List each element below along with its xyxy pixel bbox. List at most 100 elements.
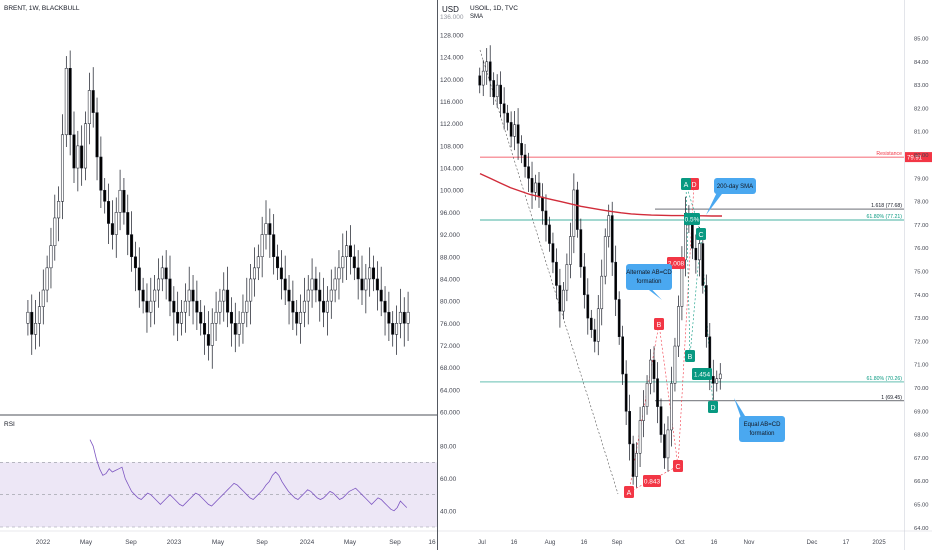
brent-candle-body	[375, 278, 379, 291]
brent-y-tick: 72.000	[440, 343, 460, 350]
brent-candle-body	[84, 123, 88, 169]
brent-candle-body	[391, 323, 395, 335]
brent-y-tick: 76.000	[440, 321, 460, 328]
usoil-candle-body	[663, 434, 666, 459]
callout-text: Equal AB=CD	[744, 422, 782, 428]
green-pattern-ac-line	[685, 183, 702, 235]
brent-x-tick: May	[80, 539, 93, 546]
brent-candle-body	[406, 311, 410, 324]
brent-candle-body	[49, 245, 53, 269]
pattern-point-badge	[689, 178, 699, 190]
brent-candle-body	[352, 256, 356, 269]
brent-candle-body	[149, 300, 153, 313]
usoil-candle-body	[666, 429, 670, 459]
brent-candle-body	[34, 323, 38, 335]
brent-candle-body	[64, 68, 68, 136]
brent-y-tick: 60.000	[440, 410, 460, 417]
usoil-candle-body	[502, 103, 506, 114]
brent-top-partial-tick: 136.000	[440, 14, 464, 21]
brent-candle-body	[107, 201, 111, 224]
brent-y-tick: 88.000	[440, 254, 460, 261]
level-label: 1 (69.45)	[881, 395, 902, 401]
usoil-x-tick: 17	[843, 540, 850, 546]
usoil-candle-body	[614, 261, 618, 300]
sma-indicator-label: SMA	[470, 14, 483, 20]
brent-x-tick: May	[344, 539, 357, 546]
brent-candle-body	[41, 289, 45, 307]
brent-candle-body	[214, 311, 218, 324]
usoil-candle-body	[572, 189, 576, 237]
rsi-line	[89, 439, 408, 512]
usoil-candle-body	[541, 196, 544, 212]
callout-box	[714, 178, 756, 194]
brent-candle-body	[141, 289, 145, 302]
usoil-y-tick: 65.00	[914, 503, 929, 509]
brent-candle-body	[183, 300, 187, 313]
brent-candle-body	[345, 245, 349, 258]
brent-candles	[26, 50, 410, 369]
usoil-candle-body	[565, 264, 569, 291]
brent-candle-body	[310, 278, 314, 291]
usoil-candle-body	[485, 61, 489, 72]
usoil-candle-body	[530, 178, 534, 193]
brent-candle-body	[260, 234, 264, 258]
brent-candle-body	[99, 156, 103, 191]
pattern-point-label: C	[675, 464, 680, 471]
usoil-candle-body	[488, 61, 492, 81]
brent-candle-body	[191, 289, 195, 302]
callout-text: formation	[636, 279, 661, 285]
brent-x-tick: 2024	[300, 539, 315, 546]
brent-y-tick: 128.000	[440, 33, 464, 40]
usoil-y-tick: 79.00	[914, 176, 929, 182]
usoil-candle-body	[718, 373, 722, 379]
brent-candle-body	[337, 267, 341, 280]
usoil-y-tick: 78.00	[914, 200, 929, 206]
usoil-candle-body	[704, 285, 708, 337]
usoil-candle-body	[694, 247, 698, 261]
ratio-badge	[643, 475, 661, 487]
usoil-y-tick: 73.00	[914, 316, 929, 322]
usoil-candle-body	[558, 285, 562, 312]
red-pattern-cd-line	[677, 183, 695, 467]
brent-candle-body	[395, 323, 399, 335]
brent-candle-body	[110, 223, 114, 235]
usoil-y-tick: 85.00	[914, 37, 929, 43]
usoil-candle-body	[520, 143, 523, 156]
brent-candle-body	[30, 311, 34, 335]
usoil-candle-body	[652, 359, 656, 379]
brent-candle-body	[348, 245, 352, 258]
brent-candle-body	[145, 300, 149, 313]
usoil-candle-body	[582, 266, 586, 296]
usoil-candle-body	[631, 443, 635, 477]
brent-candle-body	[72, 134, 76, 169]
usoil-candle-body	[610, 215, 614, 263]
brent-title: BRENT, 1W, BLACKBULL	[4, 5, 80, 12]
usoil-candle-body	[569, 236, 572, 265]
level-label: 1.618 (77.68)	[871, 203, 902, 209]
brent-candle-body	[368, 267, 372, 280]
usoil-y-tick: 72.00	[914, 339, 929, 345]
brent-candle-body	[180, 311, 184, 324]
usoil-candle-body	[701, 243, 705, 286]
usoil-candle-body	[548, 224, 551, 244]
brent-candle-body	[329, 289, 333, 302]
pattern-point-badge	[673, 460, 683, 472]
brent-candle-body	[126, 212, 130, 235]
usoil-candle-body	[523, 154, 527, 167]
brent-y-tick: 92.000	[440, 232, 460, 239]
pattern-point-badge	[696, 228, 706, 240]
level-label: Resistance	[876, 151, 902, 157]
usoil-candle-body	[478, 75, 482, 86]
usoil-candle-body	[492, 80, 496, 98]
brent-candle-body	[218, 300, 222, 313]
brent-y-tick: 116.000	[440, 99, 463, 106]
usoil-x-tick: Sep	[612, 540, 623, 546]
brent-y-tick: 112.000	[440, 121, 463, 128]
brent-candle-body	[291, 300, 295, 313]
usoil-candle-body	[596, 308, 600, 342]
usoil-candle-body	[656, 378, 659, 407]
usoil-x-axis: Jul 16 Aug 16 Sep Oct 16 Nov Dec 17 2025	[478, 540, 886, 546]
pattern-dotted-lines	[479, 49, 714, 495]
